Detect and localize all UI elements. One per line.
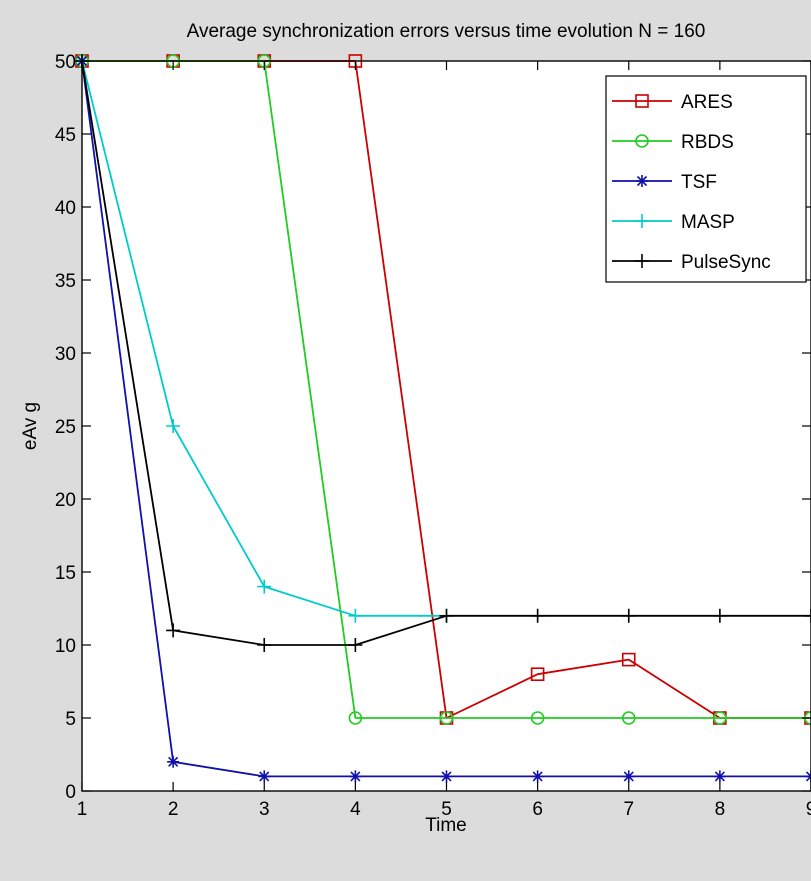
- x-tick-label: 9: [806, 799, 811, 820]
- y-tick-label: 5: [65, 709, 76, 730]
- legend-marker-rbds: [635, 134, 649, 148]
- y-tick-label: 30: [55, 344, 76, 365]
- legend-marker-ares: [635, 94, 649, 108]
- chart-title: Average synchronization errors versus ti…: [187, 21, 706, 42]
- legend-label-pulsesync: PulseSync: [681, 252, 771, 273]
- legend-label-masp: MASP: [681, 212, 735, 233]
- data-point-pulsesync: [257, 638, 272, 652]
- data-point-tsf: [440, 770, 453, 783]
- data-point-ares: [530, 667, 545, 682]
- data-point-masp: [166, 419, 181, 433]
- y-tick-label: 35: [55, 271, 76, 292]
- y-tick-label: 15: [55, 563, 76, 584]
- legend-marker-tsf: [636, 175, 648, 187]
- data-point-tsf: [167, 755, 180, 768]
- legend-label-ares: ARES: [681, 92, 733, 113]
- y-axis-label: eAv g: [20, 402, 41, 450]
- data-point-pulsesync: [348, 638, 363, 652]
- x-tick-label: 5: [441, 799, 452, 820]
- legend-marker-masp: [635, 214, 649, 228]
- data-point-masp: [257, 579, 272, 594]
- legend-marker-pulsesync: [635, 254, 649, 268]
- y-tick-label: 50: [55, 52, 76, 73]
- legend-label-tsf: TSF: [681, 172, 717, 193]
- x-tick-label: 8: [715, 799, 726, 820]
- data-point-rbds: [439, 711, 454, 725]
- data-point-rbds: [713, 711, 727, 725]
- x-tick-label: 7: [623, 799, 634, 820]
- data-point-tsf: [531, 770, 544, 783]
- data-point-pulsesync: [166, 623, 181, 638]
- data-point-ares: [621, 652, 636, 667]
- data-point-pulsesync: [712, 608, 727, 623]
- y-tick-label: 45: [55, 125, 76, 146]
- legend: ARES RBDS TSF MASP PulseSync: [605, 75, 807, 283]
- y-tick-label: 20: [55, 490, 76, 511]
- data-point-pulsesync: [439, 608, 454, 623]
- data-point-tsf: [713, 770, 726, 783]
- data-point-tsf: [622, 770, 635, 783]
- data-point-tsf: [349, 770, 362, 783]
- legend-label-rbds: RBDS: [681, 132, 734, 153]
- x-tick-label: 2: [168, 799, 179, 820]
- x-tick-label: 6: [532, 799, 543, 820]
- data-point-rbds: [530, 711, 545, 725]
- x-tick-label: 3: [259, 799, 270, 820]
- data-point-pulsesync: [621, 608, 636, 623]
- y-tick-label: 0: [65, 782, 76, 803]
- data-point-rbds: [348, 711, 363, 725]
- data-point-pulsesync: [530, 608, 545, 623]
- y-tick-label: 40: [55, 198, 76, 219]
- data-point-tsf: [258, 770, 271, 783]
- x-tick-label: 4: [350, 799, 361, 820]
- data-point-masp: [348, 608, 363, 623]
- y-tick-label: 10: [55, 636, 76, 657]
- x-axis-label: Time: [425, 815, 467, 836]
- y-tick-label: 25: [55, 417, 76, 438]
- data-point-pulsesync: [804, 608, 811, 623]
- data-point-rbds: [621, 711, 636, 725]
- x-tick-label: 1: [77, 799, 88, 820]
